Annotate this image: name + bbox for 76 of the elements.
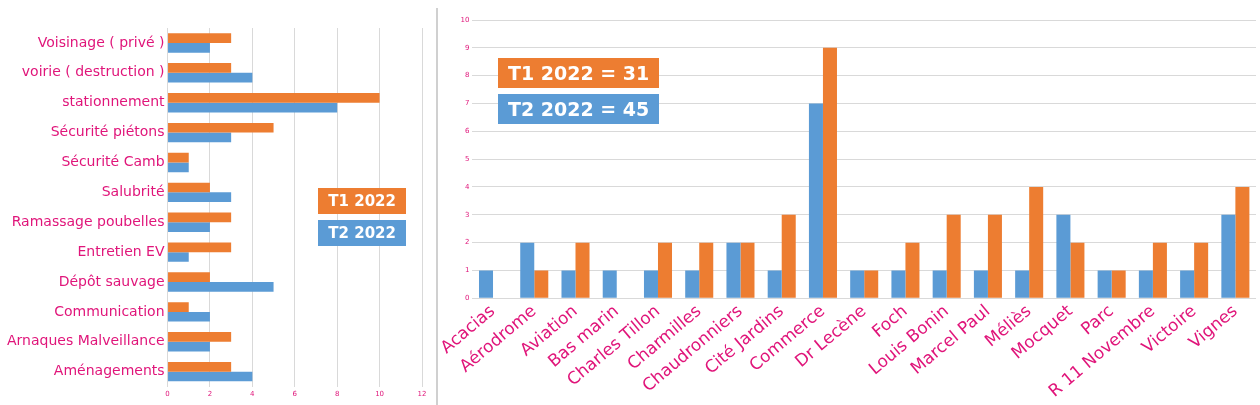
y-tick-label: Communication (54, 302, 165, 319)
bar (781, 214, 796, 298)
y-tick-label: stationnement (62, 93, 166, 110)
bar (946, 214, 961, 298)
bar (168, 33, 232, 43)
y-tick-label: Sécurité piétons (50, 123, 165, 140)
bar (987, 214, 1002, 298)
text: T1 2022 (318, 188, 406, 214)
bar (479, 270, 494, 298)
bar (561, 270, 576, 298)
bar (168, 371, 253, 382)
bar (168, 93, 380, 103)
bar (168, 63, 232, 73)
y-tick-label: Salubrité (101, 183, 165, 199)
bar (168, 242, 232, 253)
bar (726, 242, 741, 298)
y-tick-label: Dépôt sauvage (58, 272, 165, 289)
y-tick-label: Entretien EV (77, 242, 165, 259)
bar (1056, 214, 1071, 298)
bar (1097, 270, 1112, 298)
bar (168, 152, 189, 163)
y-tick-label: Aménagements (53, 362, 165, 379)
bar (1152, 242, 1167, 298)
bar (808, 103, 823, 298)
bar (520, 242, 535, 298)
bar (168, 222, 210, 232)
bar (168, 132, 232, 143)
bar (740, 242, 755, 298)
bar (1194, 242, 1209, 298)
y-tick-label: Sécurité Camb (61, 153, 165, 170)
bar (168, 311, 210, 322)
bar (168, 332, 232, 342)
bar (932, 270, 947, 298)
bar (168, 42, 210, 53)
text: T2 2022 = 45 (498, 94, 660, 124)
bar (534, 270, 549, 298)
bar (168, 252, 189, 262)
bar (657, 242, 673, 298)
bar (1015, 270, 1030, 298)
bar (168, 182, 210, 193)
y-tick-label: Ramassage poubelles (11, 212, 165, 229)
bar (699, 242, 714, 298)
bar (575, 242, 590, 298)
y-tick-label: Voisinage ( privé ) (37, 33, 165, 50)
bar (168, 162, 189, 173)
bar (1111, 270, 1126, 298)
bar (1138, 270, 1153, 298)
bar (168, 122, 274, 133)
bar (168, 302, 189, 312)
bar (864, 270, 879, 298)
bar (767, 270, 782, 298)
bar (168, 192, 232, 203)
bar (168, 102, 338, 113)
bar (822, 47, 837, 298)
bar (1180, 270, 1195, 298)
bar (168, 341, 210, 352)
bar (1070, 242, 1085, 298)
bar (602, 270, 617, 298)
bar (905, 242, 920, 298)
bar (850, 270, 865, 298)
bar (1221, 214, 1236, 298)
text: T2 2022 (318, 220, 406, 246)
bar (168, 72, 253, 83)
bar (168, 282, 274, 292)
bar (685, 270, 700, 298)
bar (168, 272, 210, 283)
bar (891, 270, 906, 298)
bar (1235, 186, 1250, 298)
bar (1029, 186, 1044, 298)
bar (643, 270, 658, 298)
y-tick-label: voirie ( destruction ) (21, 63, 165, 80)
y-tick-label: Arnaques Malveillance (6, 332, 165, 349)
text: T1 2022 = 31 (498, 58, 660, 88)
bar (168, 212, 232, 223)
bar (973, 270, 988, 298)
bar (168, 361, 232, 372)
